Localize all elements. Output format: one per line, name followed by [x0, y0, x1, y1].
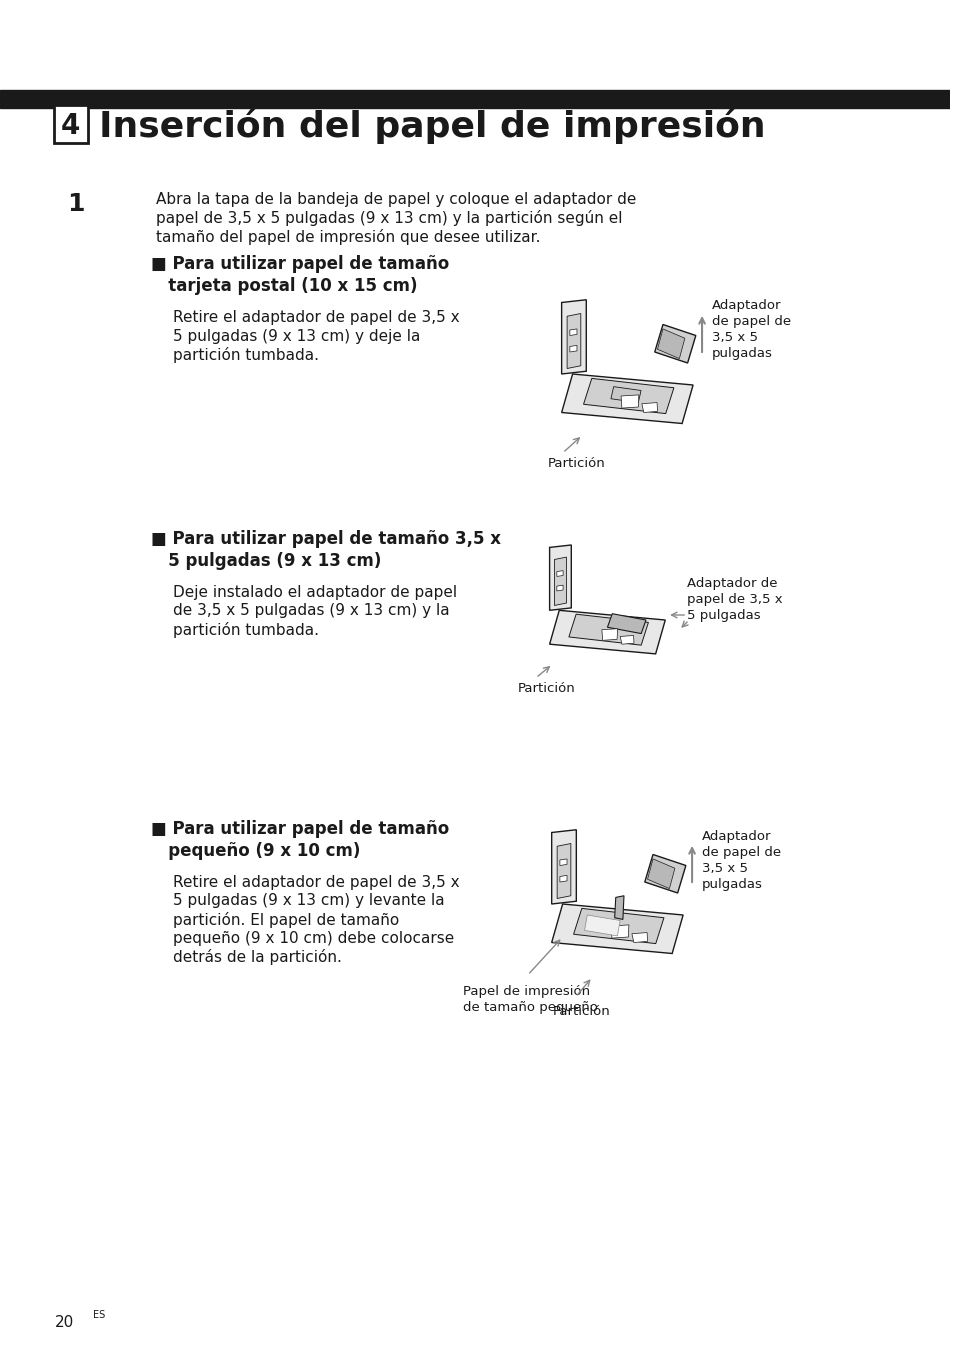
Text: 5 pulgadas (9 x 13 cm) y levante la: 5 pulgadas (9 x 13 cm) y levante la: [173, 894, 444, 909]
Text: tarjeta postal (10 x 15 cm): tarjeta postal (10 x 15 cm): [152, 277, 417, 295]
Text: Deje instalado el adaptador de papel: Deje instalado el adaptador de papel: [173, 585, 456, 600]
Text: pequeño (9 x 10 cm) debe colocarse: pequeño (9 x 10 cm) debe colocarse: [173, 930, 454, 945]
Polygon shape: [551, 904, 682, 953]
Text: de 3,5 x 5 pulgadas (9 x 13 cm) y la: de 3,5 x 5 pulgadas (9 x 13 cm) y la: [173, 603, 450, 618]
Polygon shape: [559, 859, 566, 865]
Text: Retire el adaptador de papel de 3,5 x: Retire el adaptador de papel de 3,5 x: [173, 310, 459, 324]
Text: Partición: Partición: [517, 681, 575, 695]
Text: Papel de impresión
de tamaño pequeño: Papel de impresión de tamaño pequeño: [462, 986, 598, 1014]
Polygon shape: [631, 933, 647, 942]
FancyBboxPatch shape: [53, 105, 88, 143]
Text: Adaptador
de papel de
3,5 x 5
pulgadas: Adaptador de papel de 3,5 x 5 pulgadas: [701, 830, 781, 891]
Text: Inserción del papel de impresión: Inserción del papel de impresión: [98, 108, 764, 143]
Polygon shape: [610, 387, 640, 403]
Polygon shape: [549, 610, 664, 654]
Polygon shape: [561, 375, 693, 423]
Polygon shape: [557, 585, 562, 591]
Text: Partición: Partición: [552, 1005, 610, 1018]
Text: Retire el adaptador de papel de 3,5 x: Retire el adaptador de papel de 3,5 x: [173, 875, 459, 890]
Polygon shape: [614, 896, 623, 919]
Polygon shape: [554, 557, 566, 606]
Polygon shape: [569, 329, 577, 335]
Polygon shape: [647, 859, 674, 888]
Text: Adaptador de
papel de 3,5 x
5 pulgadas: Adaptador de papel de 3,5 x 5 pulgadas: [686, 577, 781, 622]
Polygon shape: [584, 915, 619, 936]
Polygon shape: [561, 300, 586, 375]
Text: Partición: Partición: [547, 457, 605, 470]
Text: papel de 3,5 x 5 pulgadas (9 x 13 cm) y la partición según el: papel de 3,5 x 5 pulgadas (9 x 13 cm) y …: [156, 211, 622, 227]
Polygon shape: [607, 614, 645, 634]
Polygon shape: [654, 324, 695, 362]
Polygon shape: [557, 571, 562, 576]
Text: 1: 1: [67, 192, 84, 216]
Polygon shape: [641, 403, 657, 412]
Polygon shape: [557, 844, 570, 899]
Polygon shape: [568, 614, 648, 645]
Polygon shape: [620, 395, 639, 408]
Text: tamaño del papel de impresión que desee utilizar.: tamaño del papel de impresión que desee …: [156, 228, 540, 245]
Text: partición tumbada.: partición tumbada.: [173, 622, 319, 638]
Polygon shape: [619, 635, 634, 644]
Polygon shape: [549, 545, 571, 610]
Text: ES: ES: [92, 1310, 105, 1320]
Text: 5 pulgadas (9 x 13 cm): 5 pulgadas (9 x 13 cm): [152, 552, 381, 571]
Polygon shape: [611, 925, 628, 938]
Text: ■ Para utilizar papel de tamaño 3,5 x: ■ Para utilizar papel de tamaño 3,5 x: [152, 530, 501, 548]
Bar: [0, 91, 949, 108]
Polygon shape: [569, 345, 577, 352]
Polygon shape: [551, 830, 576, 904]
Polygon shape: [566, 314, 580, 369]
Text: Abra la tapa de la bandeja de papel y coloque el adaptador de: Abra la tapa de la bandeja de papel y co…: [156, 192, 636, 207]
Polygon shape: [583, 379, 673, 414]
Text: 4: 4: [61, 112, 80, 141]
Polygon shape: [601, 629, 617, 641]
Text: ■ Para utilizar papel de tamaño: ■ Para utilizar papel de tamaño: [152, 256, 449, 273]
Text: 20: 20: [54, 1315, 74, 1330]
Text: 5 pulgadas (9 x 13 cm) y deje la: 5 pulgadas (9 x 13 cm) y deje la: [173, 329, 420, 343]
Polygon shape: [559, 875, 566, 882]
Text: pequeño (9 x 10 cm): pequeño (9 x 10 cm): [152, 842, 360, 860]
Polygon shape: [644, 854, 685, 894]
Polygon shape: [657, 329, 684, 358]
Text: partición tumbada.: partición tumbada.: [173, 347, 319, 362]
Text: partición. El papel de tamaño: partición. El papel de tamaño: [173, 913, 399, 927]
Text: detrás de la partición.: detrás de la partición.: [173, 949, 342, 965]
Text: Adaptador
de papel de
3,5 x 5
pulgadas: Adaptador de papel de 3,5 x 5 pulgadas: [711, 300, 790, 361]
Text: ■ Para utilizar papel de tamaño: ■ Para utilizar papel de tamaño: [152, 821, 449, 838]
Polygon shape: [573, 909, 663, 944]
